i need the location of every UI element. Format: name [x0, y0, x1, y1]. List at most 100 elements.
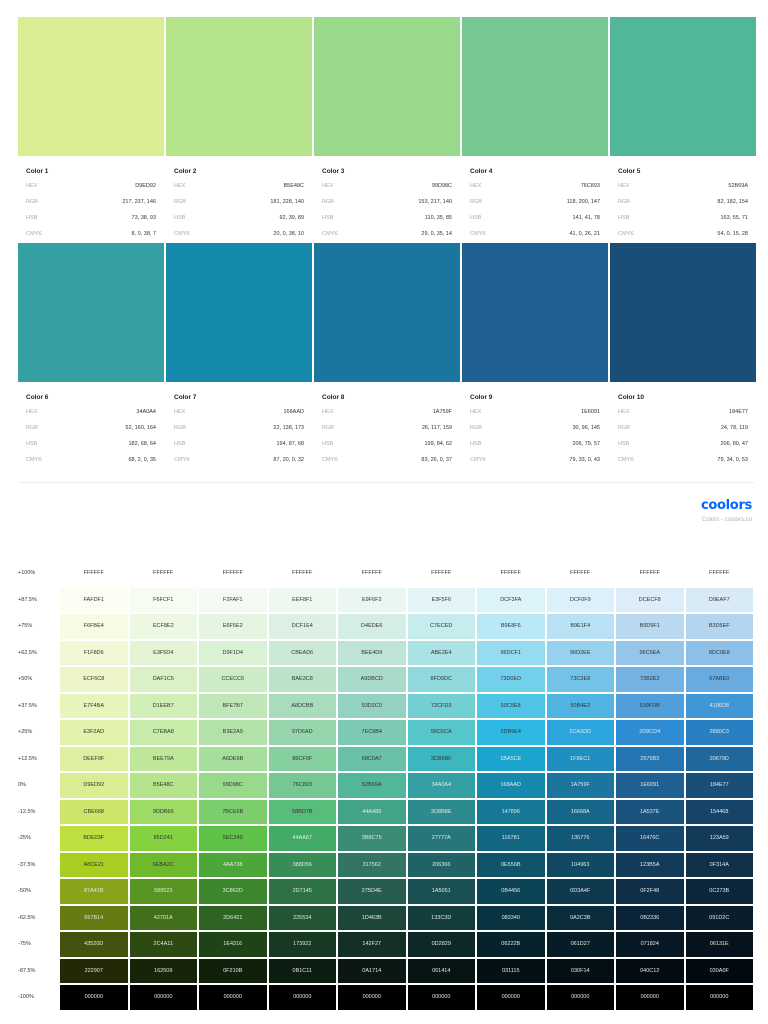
shade-cell[interactable]: 58BD7B: [268, 799, 336, 824]
shade-cell[interactable]: FFFFFF: [477, 561, 545, 586]
shade-cell[interactable]: 96DCF1: [477, 640, 545, 665]
shade-cell[interactable]: 657B14: [60, 905, 128, 930]
shade-cell[interactable]: E6F5E2: [199, 614, 267, 639]
shade-cell[interactable]: A6DE9B: [199, 746, 267, 771]
shade-cell[interactable]: 162509: [129, 958, 197, 983]
shade-cell[interactable]: FFFFFF: [199, 561, 267, 586]
hex-value[interactable]: 52B69A: [728, 183, 748, 189]
shade-cell[interactable]: 0F314A: [685, 852, 753, 877]
shade-cell[interactable]: 96C5EA: [616, 640, 684, 665]
color-swatch[interactable]: [18, 243, 164, 382]
shade-cell[interactable]: FFFFFF: [546, 561, 614, 586]
shade-cell[interactable]: 116781: [477, 826, 545, 851]
hsb-value[interactable]: 182, 68, 64: [128, 441, 156, 447]
shade-cell[interactable]: 173922: [268, 932, 336, 957]
shade-cell[interactable]: 0D3A4F: [546, 879, 614, 904]
shade-cell[interactable]: 52B69A: [338, 773, 406, 798]
cmyk-value[interactable]: 79, 33, 0, 43: [569, 457, 600, 463]
shade-cell[interactable]: 73D0ED: [477, 667, 545, 692]
shade-cell[interactable]: 44AA67: [268, 826, 336, 851]
shade-cell[interactable]: 99D98C: [199, 773, 267, 798]
hex-value[interactable]: 168AAD: [283, 409, 305, 415]
shade-cell[interactable]: D9F1D4: [199, 640, 267, 665]
color-swatch[interactable]: [18, 17, 164, 156]
shade-cell[interactable]: 000000: [60, 985, 128, 1010]
shade-cell[interactable]: 147896: [477, 799, 545, 824]
shade-cell[interactable]: DAF1C5: [129, 667, 197, 692]
shade-cell[interactable]: 2880C3: [685, 720, 753, 745]
shade-cell[interactable]: 9DDB66: [129, 799, 197, 824]
cmyk-value[interactable]: 29, 0, 35, 14: [421, 231, 452, 237]
shade-cell[interactable]: E7F4BA: [60, 693, 128, 718]
cmyk-value[interactable]: 20, 0, 38, 10: [273, 231, 304, 237]
shade-cell[interactable]: 030A0F: [685, 958, 753, 983]
shade-cell[interactable]: 06222B: [477, 932, 545, 957]
shade-cell[interactable]: BFE7B7: [199, 693, 267, 718]
shade-cell[interactable]: 50B4E2: [546, 693, 614, 718]
shade-cell[interactable]: ECF6C8: [60, 667, 128, 692]
shade-cell[interactable]: BEE4D9: [338, 640, 406, 665]
shade-cell[interactable]: 168AAD: [477, 773, 545, 798]
shade-cell[interactable]: ABE2E4: [407, 640, 475, 665]
shade-cell[interactable]: 87A41B: [60, 879, 128, 904]
shade-cell[interactable]: 1E4316: [199, 932, 267, 957]
shade-cell[interactable]: 97D6AD: [268, 720, 336, 745]
shade-cell[interactable]: 2C4A11: [129, 932, 197, 957]
shade-cell[interactable]: 000000: [546, 985, 614, 1010]
hsb-value[interactable]: 73, 38, 93: [131, 215, 156, 221]
hsb-value[interactable]: 206, 79, 57: [572, 441, 600, 447]
shade-cell[interactable]: 206366: [407, 852, 475, 877]
shade-cell[interactable]: F6FBE4: [60, 614, 128, 639]
shade-cell[interactable]: 0D2829: [407, 932, 475, 957]
shade-cell[interactable]: B9E1F4: [546, 614, 614, 639]
shade-cell[interactable]: FFFFFF: [129, 561, 197, 586]
shade-cell[interactable]: FFFFFF: [407, 561, 475, 586]
shade-cell[interactable]: 000000: [338, 985, 406, 1010]
hsb-value[interactable]: 199, 84, 62: [424, 441, 452, 447]
shade-cell[interactable]: FAFDF1: [60, 587, 128, 612]
shade-cell[interactable]: 73C3E8: [546, 667, 614, 692]
shade-cell[interactable]: FFFFFF: [60, 561, 128, 586]
cmyk-value[interactable]: 68, 2, 0, 35: [128, 457, 156, 463]
color-swatch[interactable]: [610, 17, 756, 156]
shade-cell[interactable]: 06131E: [685, 932, 753, 957]
shade-cell[interactable]: 000000: [685, 985, 753, 1010]
shade-cell[interactable]: 73B2E2: [616, 667, 684, 692]
shade-cell[interactable]: 154468: [685, 799, 753, 824]
shade-cell[interactable]: E3F5D4: [129, 640, 197, 665]
shade-cell[interactable]: BDE03F: [60, 826, 128, 851]
color-swatch[interactable]: [462, 243, 608, 382]
shade-cell[interactable]: 388D56: [268, 852, 336, 877]
shade-cell[interactable]: 93D2C0: [338, 693, 406, 718]
shade-cell[interactable]: 135776: [546, 826, 614, 851]
shade-cell[interactable]: F6FCF1: [129, 587, 197, 612]
rgb-value[interactable]: 82, 182, 154: [717, 199, 748, 205]
rgb-value[interactable]: 217, 237, 146: [122, 199, 156, 205]
shade-cell[interactable]: 2DB9E4: [477, 720, 545, 745]
cmyk-value[interactable]: 41, 0, 26, 21: [569, 231, 600, 237]
shade-cell[interactable]: 0F210B: [199, 958, 267, 983]
shade-cell[interactable]: 142F27: [338, 932, 406, 957]
shade-cell[interactable]: 000000: [616, 985, 684, 1010]
color-swatch[interactable]: [610, 243, 756, 382]
rgb-value[interactable]: 52, 160, 164: [125, 425, 156, 431]
shade-cell[interactable]: BAE3C8: [268, 667, 336, 692]
shade-cell[interactable]: 040C12: [616, 958, 684, 983]
shade-cell[interactable]: 72CFD3: [407, 693, 475, 718]
shade-cell[interactable]: 85D241: [129, 826, 197, 851]
shade-cell[interactable]: D4EDE6: [338, 614, 406, 639]
shade-cell[interactable]: 000000: [129, 985, 197, 1010]
shade-cell[interactable]: 031115: [477, 958, 545, 983]
cmyk-value[interactable]: 79, 34, 0, 53: [717, 457, 748, 463]
shade-cell[interactable]: B9D9F1: [616, 614, 684, 639]
rgb-value[interactable]: 24, 78, 119: [720, 425, 748, 431]
shade-cell[interactable]: 34A0A4: [407, 773, 475, 798]
color-swatch[interactable]: [462, 17, 608, 156]
shade-cell[interactable]: 2D7145: [268, 879, 336, 904]
shade-cell[interactable]: 0E556B: [477, 852, 545, 877]
shade-cell[interactable]: 96D2EE: [546, 640, 614, 665]
coolors-logo[interactable]: coolors: [700, 498, 752, 513]
shade-cell[interactable]: 104963: [546, 852, 614, 877]
shade-cell[interactable]: FFFFFF: [338, 561, 406, 586]
shade-cell[interactable]: 8DC0E8: [685, 640, 753, 665]
